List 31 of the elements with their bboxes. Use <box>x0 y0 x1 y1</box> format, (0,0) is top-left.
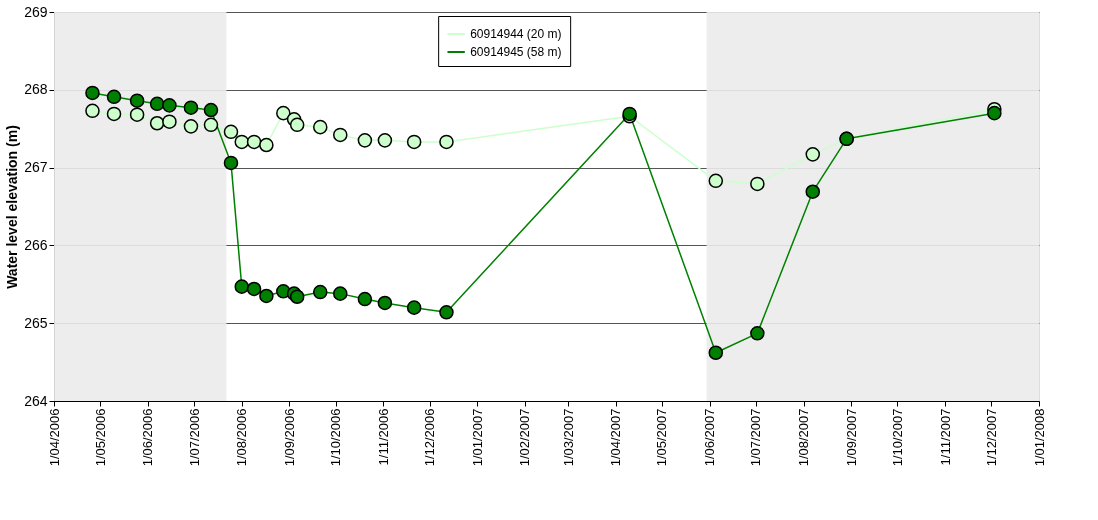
x-tick-label: 1/04/2006 <box>46 408 62 467</box>
y-tick-label: 268 <box>24 81 48 98</box>
y-tick-label: 269 <box>24 3 48 20</box>
x-tick-label: 1/09/2007 <box>843 408 859 467</box>
x-tick-label: 1/08/2007 <box>796 408 812 467</box>
x-tick-label: 1/10/2007 <box>889 408 905 467</box>
y-axis-title: Water level elevation (m) <box>4 125 21 289</box>
x-tick-label: 1/03/2007 <box>560 408 576 467</box>
x-tick-label: 1/02/2007 <box>517 408 533 467</box>
x-tick-label: 1/07/2006 <box>186 408 202 467</box>
x-tick-label: 1/05/2007 <box>654 408 670 467</box>
y-tick-label: 264 <box>24 392 48 409</box>
y-tick-label: 267 <box>24 159 48 176</box>
y-tick-label: 265 <box>24 314 48 331</box>
y-tick-label: 266 <box>24 236 48 253</box>
x-tick-label: 1/07/2007 <box>748 408 764 467</box>
x-tick-label: 1/12/2007 <box>983 408 999 467</box>
x-tick-label: 1/01/2007 <box>469 408 485 467</box>
x-tick-label: 1/10/2006 <box>328 408 344 467</box>
x-tick-label: 1/11/2007 <box>937 408 953 466</box>
x-tick-label: 1/05/2006 <box>92 408 108 467</box>
x-tick-label: 1/06/2007 <box>702 408 718 467</box>
legend-label: 60914945 (58 m) <box>470 45 562 59</box>
x-tick-label: 1/12/2006 <box>422 408 438 467</box>
x-tick-label: 1/11/2006 <box>375 408 391 466</box>
x-tick-label: 1/06/2006 <box>140 408 156 467</box>
legend-label: 60914944 (20 m) <box>470 27 562 41</box>
x-tick-label: 1/01/2008 <box>1031 408 1047 467</box>
x-tick-label: 1/04/2007 <box>608 408 624 467</box>
x-tick-label: 1/09/2006 <box>281 408 297 467</box>
x-tick-label: 1/08/2006 <box>234 408 250 467</box>
